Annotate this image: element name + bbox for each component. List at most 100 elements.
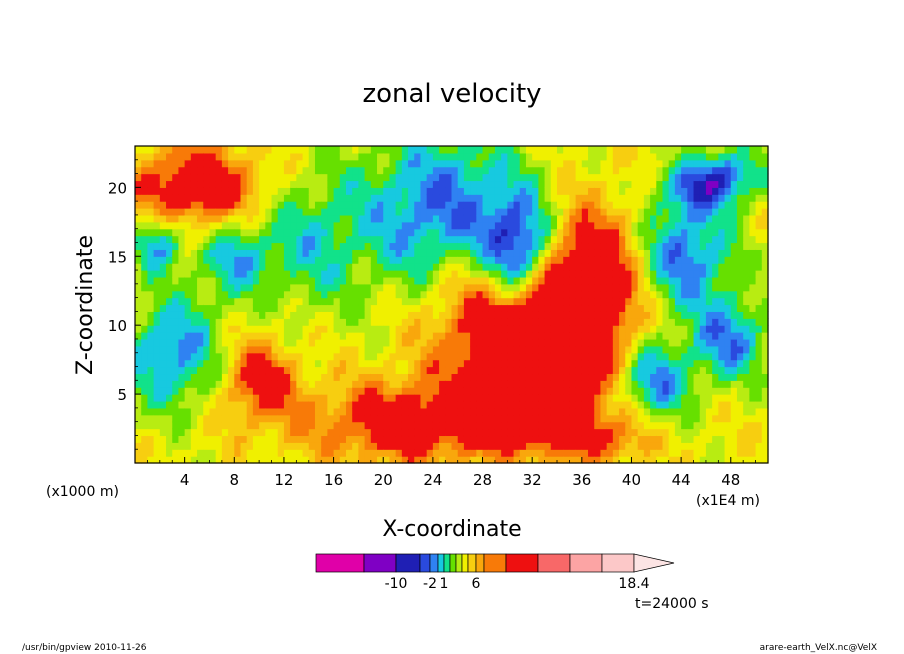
field-cell — [346, 256, 353, 264]
field-cell — [594, 414, 602, 423]
field-cell — [439, 283, 446, 292]
field-cell — [333, 201, 341, 209]
field-cell — [538, 332, 546, 340]
field-cell — [557, 421, 564, 430]
field-cell — [538, 180, 546, 188]
field-cell — [408, 146, 415, 154]
field-cell — [588, 228, 595, 237]
field-cell — [457, 152, 465, 161]
field-cell — [476, 276, 484, 285]
field-cell — [408, 311, 415, 319]
field-cell — [302, 345, 310, 354]
field-cell — [327, 325, 335, 333]
field-cell — [377, 166, 384, 175]
field-cell — [600, 394, 608, 402]
field-cell — [197, 159, 204, 168]
field-cell — [730, 435, 738, 443]
field-cell — [476, 338, 484, 347]
colorbar-label: 6 — [472, 576, 481, 592]
field-cell — [525, 394, 533, 402]
field-cell — [246, 263, 254, 271]
field-cell — [259, 449, 266, 457]
field-cell — [432, 345, 440, 354]
colorbar-swatch — [449, 553, 457, 573]
field-cell — [625, 414, 633, 423]
field-cell — [190, 290, 198, 299]
field-cell — [736, 221, 744, 230]
field-cell — [197, 373, 204, 381]
field-cell — [426, 166, 434, 175]
field-cell — [370, 407, 378, 416]
field-cell — [718, 146, 726, 154]
field-cell — [681, 387, 688, 395]
field-cell — [544, 435, 552, 443]
field-cell — [488, 366, 496, 375]
field-cell — [395, 318, 403, 326]
field-cell — [463, 256, 471, 264]
field-cell — [488, 318, 496, 326]
field-cell — [612, 228, 620, 237]
field-cell — [488, 325, 496, 333]
field-cell — [569, 256, 577, 264]
field-cell — [209, 352, 217, 361]
field-cell — [252, 221, 260, 230]
field-cell — [619, 228, 626, 237]
field-cell — [544, 428, 552, 437]
field-cell — [581, 421, 589, 430]
field-cell — [712, 194, 719, 202]
field-cell — [265, 338, 273, 347]
field-cell — [525, 359, 533, 368]
field-cell — [395, 400, 403, 409]
x-tick-label: 4 — [180, 471, 190, 489]
field-cell — [712, 242, 719, 250]
field-cell — [674, 414, 682, 423]
field-cell — [358, 249, 366, 257]
field-cell — [283, 366, 291, 375]
field-cell — [557, 338, 564, 347]
field-cell — [575, 146, 583, 154]
field-cell — [600, 449, 608, 457]
field-cell — [662, 332, 670, 340]
field-cell — [339, 421, 347, 430]
field-cell — [637, 318, 645, 326]
field-cell — [643, 180, 651, 188]
field-cell — [476, 159, 484, 168]
field-cell — [197, 297, 204, 306]
field-cell — [470, 187, 477, 195]
field-cell — [668, 435, 676, 443]
field-cell — [346, 338, 353, 347]
colorbar-swatch — [461, 553, 469, 573]
field-cell — [141, 242, 149, 250]
field-cell — [401, 421, 409, 430]
field-cell — [470, 387, 477, 395]
field-cell — [252, 421, 260, 430]
field-cell — [643, 194, 651, 202]
field-cell — [190, 442, 198, 450]
field-cell — [290, 263, 297, 271]
field-cell — [346, 263, 353, 271]
field-cell — [240, 421, 248, 430]
field-cell — [606, 407, 614, 416]
field-cell — [712, 283, 719, 292]
field-cell — [761, 208, 769, 216]
field-cell — [308, 228, 316, 237]
field-cell — [718, 235, 726, 244]
field-cell — [197, 400, 204, 409]
field-cell — [451, 442, 459, 450]
field-cell — [414, 456, 422, 464]
field-cell — [314, 400, 322, 409]
field-cell — [426, 318, 434, 326]
field-cell — [588, 283, 595, 292]
field-cell — [668, 373, 676, 381]
field-cell — [712, 407, 719, 416]
field-cell — [563, 187, 571, 195]
field-cell — [538, 173, 546, 182]
field-cell — [271, 214, 279, 223]
field-cell — [290, 166, 297, 175]
field-cell — [470, 228, 477, 237]
field-cell — [525, 146, 533, 154]
field-cell — [215, 359, 223, 368]
field-cell — [563, 332, 571, 340]
field-cell — [159, 152, 167, 161]
field-cell — [612, 325, 620, 333]
